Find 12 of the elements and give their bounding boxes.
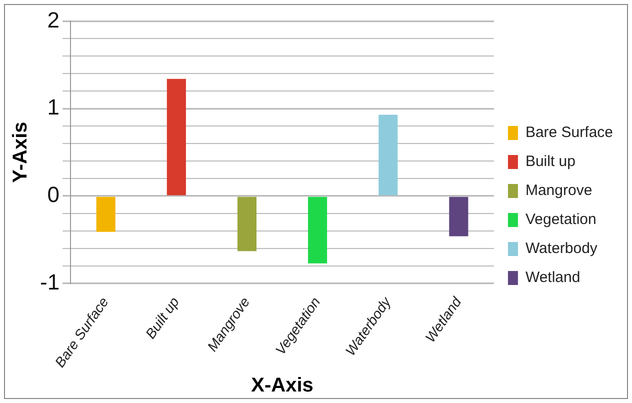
y-tick-label: 1	[47, 94, 60, 120]
legend-label: Vegetation	[525, 211, 596, 228]
x-axis-title: X-Axis	[251, 374, 314, 397]
legend-label: Built up	[525, 153, 576, 170]
legend-label: Mangrove	[525, 182, 592, 200]
legend-label: Bare Surface	[525, 124, 613, 142]
y-tick-label: 0	[47, 182, 60, 208]
legend-label: Waterbody	[525, 240, 598, 258]
legend-label: Wetland	[525, 269, 580, 286]
y-axis-title: Y-Axis	[10, 122, 32, 183]
y-tick-label: 2	[47, 7, 60, 32]
y-tick-label: -1	[40, 269, 60, 294]
